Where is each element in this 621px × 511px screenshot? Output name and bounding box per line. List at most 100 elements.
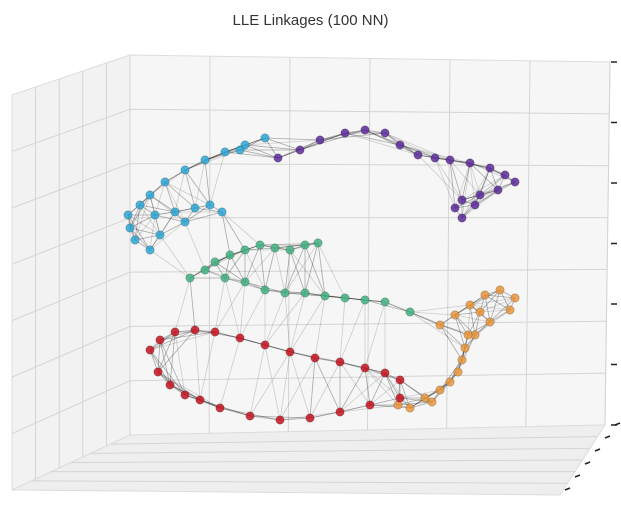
linkage-edge [279,351,291,421]
linkage-edge [434,157,491,169]
linkage-edge [339,299,366,363]
linkage-edge [434,157,463,201]
linkage-edge [449,347,466,383]
linkage-edge [264,344,291,353]
linkage-edge [289,249,326,297]
data-point [217,207,227,217]
linkage-edge [244,249,266,291]
linkage-edge [314,295,326,359]
linkage-edge [199,331,216,401]
linkage-edge [189,277,196,331]
linkage-edge [157,339,161,373]
left-pane [11,54,131,491]
linkage-edge [289,351,311,419]
linkage-edge [317,242,326,297]
linkage-edge [304,242,319,294]
linkage-edge [277,132,346,159]
linkage-edge [384,301,411,313]
linkage-edge [319,132,346,141]
linkage-edge [309,357,316,419]
data-point [493,185,503,195]
linkage-edge [209,151,226,206]
data-point [300,240,310,250]
data-point [510,293,520,303]
linkage-edge [159,234,191,279]
linkage-edge [364,301,386,369]
linkage-edge [384,372,401,399]
linkage-edge [129,227,151,251]
linkage-edge [434,157,456,209]
linkage-edge [159,221,186,236]
linkage-edge [204,159,211,206]
data-point [195,395,205,405]
linkage-edge [469,162,499,191]
linkage-edge [479,167,491,196]
linkage-edge [469,304,511,311]
linkage-edge [479,174,506,196]
linkage-edge [469,162,516,183]
linkage-edge [399,379,411,409]
data-point [260,285,270,295]
linkage-edge [364,367,371,406]
data-point [463,330,473,340]
linkage-edge [224,249,246,279]
linkage-edge [139,204,176,213]
data-point [360,295,370,305]
linkage-edge [364,367,399,406]
linkage-edge [449,159,463,201]
linkage-edge [224,277,241,339]
grid-line [11,163,131,209]
linkage-edge [304,242,319,294]
linkage-edge [284,292,291,353]
data-point [485,317,495,327]
linkage-edge [344,132,419,156]
grid-line [129,108,610,115]
linkage-edge [244,139,321,146]
linkage-edge [284,244,306,294]
linkage-edge [189,277,196,331]
linkage-edge [339,361,401,381]
grid-line [525,60,531,427]
linkage-edge [249,344,266,417]
linkage-edge [221,211,246,251]
data-point [395,393,405,403]
data-point [435,385,445,395]
linkage-edge [304,292,366,301]
data-point [485,163,495,173]
grid-line [11,108,131,152]
data-point [310,353,320,363]
data-point [240,277,250,287]
linkage-edge [399,379,426,399]
linkage-edge [244,144,301,151]
linkage-edge [249,351,291,417]
grid-line [11,217,131,265]
data-point [180,217,190,227]
linkage-edge [319,132,386,141]
linkage-edge [324,295,386,303]
linkage-edge [461,181,516,201]
linkage-edge [259,244,266,291]
data-point [300,288,310,298]
linkage-edge [384,132,451,161]
data-point [260,340,270,350]
linkage-edge [304,244,326,297]
linkage-edge [159,339,171,386]
linkage-edge [484,294,491,323]
linkage-edge [461,194,481,219]
data-points [123,125,520,425]
axis-panes [11,54,611,496]
data-point [190,203,200,213]
linkage-edge [184,144,246,171]
data-point [405,403,415,413]
linkage-edge [461,162,471,201]
linkage-edge [184,211,223,223]
linkage-edge [264,137,301,151]
linkage-edge [339,361,366,369]
linkage-edge [339,361,366,369]
linkage-edge [164,181,186,223]
linkage-edge [219,337,241,409]
data-point [500,170,510,180]
linkage-edge [439,324,469,336]
grid-line [446,59,451,429]
linkage-edge [264,292,306,346]
